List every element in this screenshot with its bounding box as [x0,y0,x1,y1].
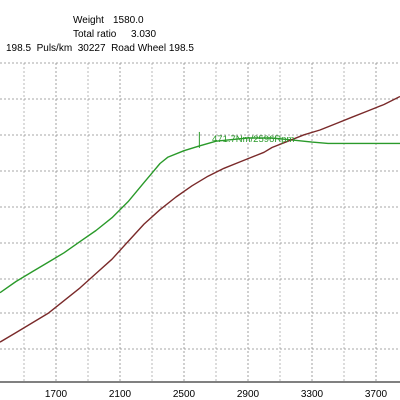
x-tick-label: 1700 [45,389,68,400]
x-tick-label: 2500 [173,389,196,400]
peak-marker-label: 471.7Nm/2596Rpm [212,134,294,145]
header-line-3: 198.5 Puls/km 30227 Road Wheel 198.5 [6,43,194,54]
x-tick-label: 3300 [301,389,324,400]
weight-label: Weight [73,15,104,26]
weight-value: 1580.0 [113,15,144,26]
x-tick-label: 3700 [365,389,388,400]
series-line-1 [0,137,400,294]
x-axis-ticks: 1700 2100 2500 2900 3300 3700 [45,389,388,400]
x-tick-label: 2100 [109,389,132,400]
x-tick-label: 2900 [237,389,260,400]
header: Weight 1580.0 Total ratio 3.030 198.5 Pu… [6,15,194,54]
ratio-label: Total ratio [73,29,117,40]
plot-area [0,63,400,382]
peak-marker: 471.7Nm/2596Rpm [198,131,294,148]
series-layer [0,95,400,343]
series-line-2 [0,95,400,343]
grid [0,62,400,383]
ratio-value: 3.030 [131,29,156,40]
